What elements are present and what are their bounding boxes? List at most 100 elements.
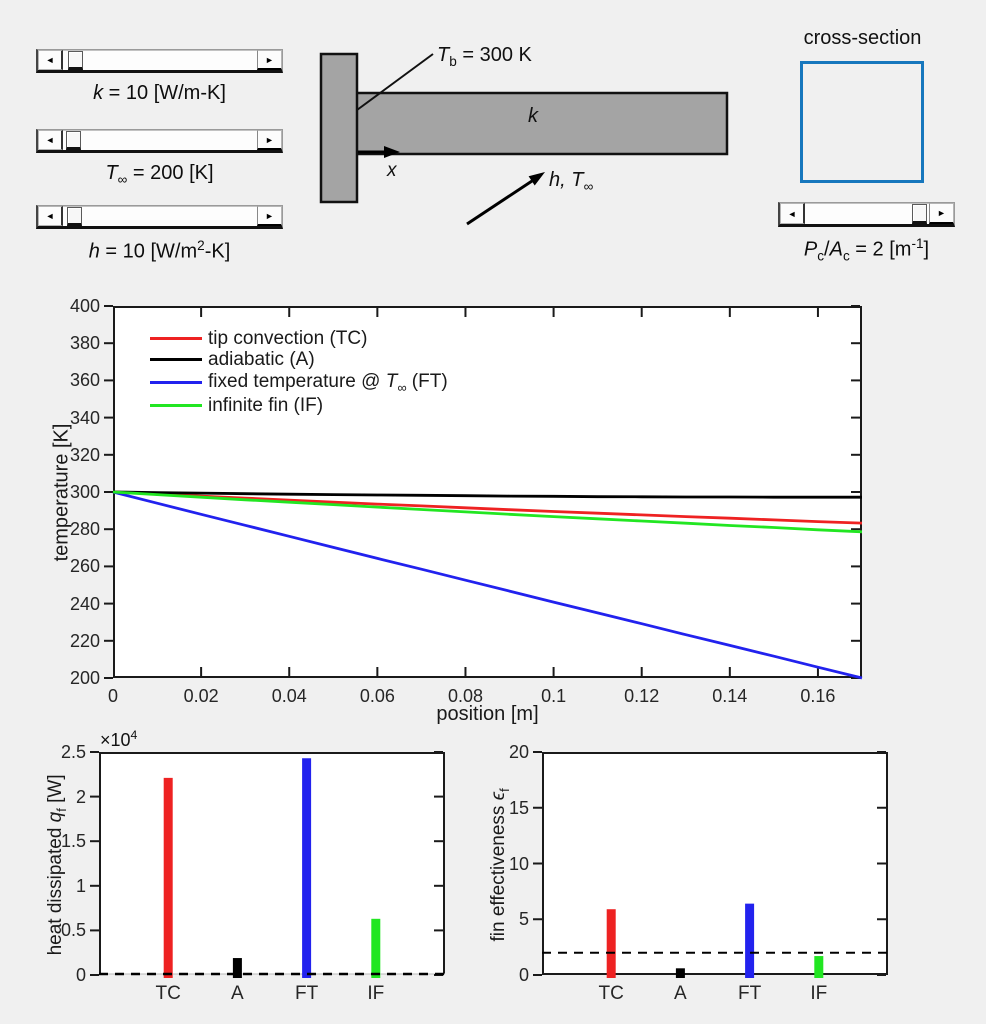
series-line-adiabatic-a- (112, 490, 862, 499)
series-line-fixed-temperature-t-ft- (112, 490, 863, 680)
convection-label: h, T∞ (549, 169, 594, 194)
x-tick-label: 0.08 (447, 686, 483, 706)
category-label: FT (294, 983, 319, 1004)
y-tick-label: 5 (518, 909, 529, 930)
chart-legend: tip convection (TC) adiabatic (A) fixed … (150, 328, 448, 416)
heat-dissipated-chart (90, 751, 445, 978)
y-tick-label: 10 (508, 853, 529, 874)
h-slider-increment-button[interactable]: ► (257, 206, 282, 226)
left-arrow-icon: ◄ (45, 135, 55, 145)
pc-ac-slider-decrement-button[interactable]: ◄ (780, 203, 805, 224)
y-tick-label: 2 (75, 786, 86, 807)
y-tick-label: 200 (69, 668, 100, 688)
h-slider-decrement-button[interactable]: ◄ (38, 206, 63, 226)
legend-line-green (150, 404, 202, 407)
k-slider-track[interactable] (63, 50, 257, 70)
base-temperature-label: Tb = 300 K (437, 44, 532, 69)
pc-ac-slider-track[interactable] (805, 203, 929, 224)
y-tick-label: 280 (69, 519, 100, 540)
y-tick-label: 360 (69, 370, 100, 391)
category-label: FT (737, 983, 762, 1004)
bar-if (814, 956, 824, 978)
h-slider-thumb[interactable] (67, 207, 83, 226)
x-tick-label: 0.1 (541, 686, 567, 706)
pc-ac-slider-label: Pc/Ac = 2 [m-1] (803, 236, 930, 264)
x-tick-label: 0.02 (183, 686, 219, 706)
y-tick-label: 380 (69, 333, 100, 354)
x-tick-label: 0 (107, 686, 118, 706)
h-slider-track[interactable] (63, 206, 257, 226)
t-infinity-slider-decrement-button[interactable]: ◄ (38, 130, 63, 150)
legend-line-black (150, 358, 202, 361)
y-tick-label: 320 (69, 444, 100, 465)
bar-if (371, 918, 381, 978)
right-arrow-icon: ► (265, 134, 274, 145)
temperature-chart (104, 305, 863, 680)
y-tick-label: 400 (69, 296, 100, 316)
x-tick-label: 0.12 (624, 686, 660, 706)
y-tick-label: 340 (69, 407, 100, 428)
x-axis-arrowhead-icon (384, 146, 400, 158)
x-tick-label: 0.14 (712, 686, 748, 706)
cross-section-title: cross-section (803, 27, 922, 49)
t-infinity-slider[interactable]: ◄ ► (36, 129, 283, 153)
right-arrow-icon: ► (265, 210, 274, 221)
k-slider[interactable]: ◄ ► (36, 49, 283, 73)
pc-ac-slider[interactable]: ◄ ► (778, 202, 955, 227)
y-tick-label: 260 (69, 556, 100, 577)
k-slider-decrement-button[interactable]: ◄ (38, 50, 63, 70)
legend-item-fixed-temperature: fixed temperature @ T∞ (FT) (150, 370, 448, 395)
plot-background (114, 307, 861, 677)
y-tick-label: 20 (508, 742, 529, 762)
k-slider-label: k = 10 [W/m-K] (36, 82, 283, 105)
k-slider-increment-button[interactable]: ► (257, 50, 282, 70)
t-infinity-slider-thumb[interactable] (65, 131, 81, 150)
pc-ac-slider-increment-button[interactable]: ► (929, 203, 954, 224)
x-tick-label: 0.06 (359, 686, 395, 706)
right-arrow-icon: ► (937, 208, 946, 218)
bar-ft (745, 903, 755, 978)
y-tick-label: 2.5 (60, 742, 86, 762)
fin-diagram (319, 52, 729, 226)
t-infinity-slider-increment-button[interactable]: ► (257, 130, 282, 150)
plot-background (543, 753, 887, 974)
y-tick-label: 300 (69, 482, 100, 502)
series-line-infinite-fin-if- (112, 490, 863, 534)
h-symbol: h (88, 240, 100, 263)
t-infinity-slider-label: T∞ = 200 [K] (36, 162, 283, 187)
heat-dissipated-axis-label: heat dissipated qf [W] (45, 774, 69, 956)
bar-a (675, 968, 685, 978)
legend-line-red (150, 337, 202, 340)
category-label: A (231, 983, 244, 1004)
fin-conductivity-label: k (528, 105, 538, 127)
x-tick-label: 0.16 (800, 686, 836, 706)
x-direction-label: x (387, 160, 397, 181)
plot-background (100, 753, 444, 974)
y-tick-label: 0 (75, 965, 86, 985)
cross-section-shape (800, 61, 924, 183)
t-infinity-slider-track[interactable] (63, 130, 257, 150)
y-tick-label: 15 (508, 797, 529, 818)
squared-superscript: 2 (197, 238, 205, 253)
y-tick-label: 1 (75, 875, 86, 896)
fin-effectiveness-chart (533, 751, 888, 978)
category-label: TC (155, 983, 181, 1004)
t-symbol: T (105, 162, 118, 184)
series-line-tip-convection-tc- (112, 490, 863, 525)
y-tick-label: 0 (518, 965, 529, 985)
y-tick-label: 0.5 (60, 920, 86, 941)
k-slider-thumb[interactable] (68, 51, 84, 70)
y-tick-label: 220 (69, 630, 100, 651)
category-label: A (674, 983, 687, 1004)
pc-ac-slider-thumb[interactable] (911, 204, 927, 224)
category-label: IF (810, 983, 828, 1004)
fin-body (354, 91, 729, 156)
convection-arrowhead-icon (528, 172, 545, 186)
infinity-subscript: ∞ (117, 172, 128, 187)
bar-tc (606, 909, 616, 978)
x-tick-label: 0.04 (271, 686, 307, 706)
k-symbol: k (93, 82, 104, 104)
h-slider[interactable]: ◄ ► (36, 205, 283, 229)
legend-item-adiabatic: adiabatic (A) (150, 349, 448, 370)
